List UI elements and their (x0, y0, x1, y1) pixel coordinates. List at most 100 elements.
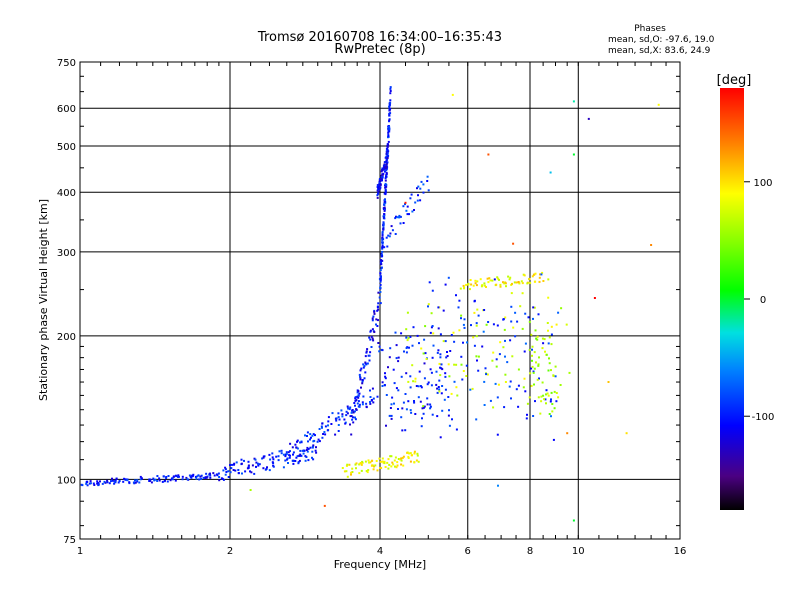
data-point (247, 465, 250, 468)
data-point (394, 233, 397, 235)
data-point (231, 463, 233, 466)
data-point (520, 280, 523, 283)
data-point (444, 388, 447, 391)
data-point (492, 351, 495, 354)
data-point (545, 389, 548, 392)
data-point (221, 477, 224, 480)
data-point (451, 93, 454, 96)
data-point (337, 416, 340, 419)
data-point (391, 229, 394, 232)
data-point (225, 471, 228, 473)
data-point (388, 235, 391, 238)
data-point (362, 363, 365, 366)
data-point (346, 405, 349, 408)
data-point (427, 381, 430, 384)
data-point (375, 323, 377, 326)
data-point (385, 424, 387, 427)
data-point (397, 360, 400, 363)
data-point (124, 478, 127, 481)
data-point (444, 375, 447, 378)
data-point (401, 429, 404, 432)
data-point (437, 306, 440, 309)
data-point (348, 408, 351, 411)
data-point (255, 461, 258, 464)
data-point (387, 366, 389, 369)
data-point (452, 331, 455, 334)
data-point (306, 450, 309, 453)
data-point (513, 281, 516, 284)
data-point (386, 161, 389, 164)
data-point (541, 337, 544, 340)
data-point (409, 409, 412, 412)
data-point (389, 90, 392, 92)
data-point (287, 462, 289, 464)
data-point (311, 434, 314, 437)
data-point (385, 174, 388, 177)
data-point (479, 278, 482, 281)
data-point (383, 206, 386, 209)
data-point (307, 459, 310, 462)
data-point (415, 459, 418, 462)
data-point (389, 86, 392, 89)
data-point (282, 466, 285, 469)
data-point (262, 456, 265, 459)
data-point (363, 365, 366, 368)
data-point (164, 479, 166, 482)
data-point (386, 143, 389, 146)
data-point (244, 470, 247, 473)
data-point (350, 433, 353, 436)
data-point (387, 458, 390, 461)
x-tick-label: 1 (77, 546, 83, 557)
data-point (404, 393, 407, 395)
data-point (347, 407, 350, 410)
data-point (423, 405, 426, 408)
data-point (410, 454, 413, 457)
data-point (354, 396, 357, 399)
data-point (199, 475, 202, 478)
data-point (460, 355, 463, 358)
data-point (420, 386, 423, 389)
data-point (386, 245, 389, 248)
data-point (388, 414, 391, 417)
data-point (389, 92, 392, 95)
data-point (447, 363, 450, 366)
data-point (299, 453, 302, 456)
data-point (450, 334, 453, 336)
data-point (379, 286, 382, 289)
data-point (189, 475, 192, 478)
data-point (572, 519, 575, 522)
data-point (541, 347, 544, 350)
data-point (413, 450, 416, 453)
data-point (441, 385, 444, 387)
data-point (399, 222, 402, 225)
data-point (453, 380, 456, 383)
data-point (303, 449, 306, 452)
phase-stats-o: mean, sd,O: -97.6, 19.0 (608, 35, 715, 45)
data-point (477, 355, 480, 358)
data-point (304, 459, 307, 462)
data-point (88, 482, 91, 485)
data-point (510, 305, 513, 308)
data-point (323, 504, 326, 507)
data-point (367, 459, 370, 462)
data-point (432, 344, 435, 347)
data-point (191, 474, 194, 477)
data-point (442, 340, 445, 343)
data-point (477, 314, 480, 317)
data-point (233, 463, 235, 466)
data-point (495, 283, 498, 286)
data-point (483, 282, 486, 285)
data-point (378, 345, 381, 348)
data-point (251, 464, 254, 467)
data-point (349, 415, 352, 418)
data-point (557, 396, 560, 399)
data-point (375, 460, 378, 462)
data-point (335, 419, 338, 422)
data-point (504, 373, 507, 376)
data-point (432, 332, 435, 335)
data-point (354, 418, 357, 421)
data-point (407, 400, 410, 403)
data-point (515, 388, 518, 391)
data-point (379, 283, 382, 286)
data-point (516, 320, 519, 323)
